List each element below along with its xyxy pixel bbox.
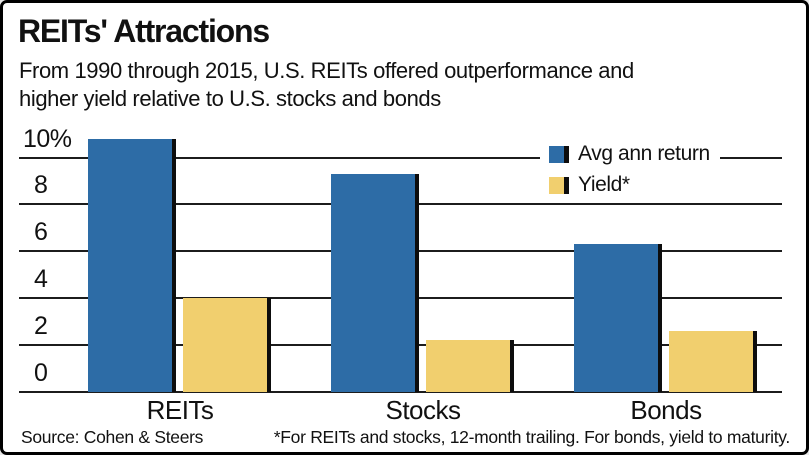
footnote: *For REITs and stocks, 12-month trailing… [273, 427, 791, 447]
bar-bonds-yield [669, 331, 757, 392]
legend-item-yield: Yield* [540, 170, 640, 200]
chart-subtitle-line-1: From 1990 through 2015, U.S. REITs offer… [19, 58, 634, 83]
y-tick-label-0: 0 [34, 359, 48, 387]
chart-subtitle-line-2: higher yield relative to U.S. stocks and… [19, 86, 441, 111]
category-label-bonds: Bonds [630, 395, 702, 425]
bar-stocks-yield [426, 340, 514, 392]
y-tick-label-4: 4 [34, 265, 48, 294]
chart-title: REITs' Attractions [18, 13, 270, 49]
legend-swatch-yield-icon [549, 176, 569, 194]
bar-reits-yield [183, 298, 271, 392]
category-label-reits: REITs [146, 395, 214, 425]
plot-area: 0 2 4 6 8 10% [19, 124, 782, 393]
legend-swatch-avg-ann-return-icon [549, 145, 569, 163]
legend-label-avg-ann-return: Avg ann return [578, 142, 710, 165]
source-attribution: Source: Cohen & Steers [21, 427, 204, 447]
category-label-stocks: Stocks [385, 395, 461, 425]
y-tick-label-6: 6 [34, 218, 48, 247]
bar-reits-avg-ann-return [88, 139, 176, 392]
chart-legend: Avg ann return Yield* [540, 139, 720, 201]
y-tick-label-2: 2 [34, 312, 48, 341]
y-tick-label-10: 10% [23, 124, 72, 153]
chart-subtitle: From 1990 through 2015, U.S. REITs offer… [19, 57, 634, 113]
bar-bonds-avg-ann-return [574, 244, 662, 392]
gridline-10 [19, 156, 782, 159]
bar-stocks-avg-ann-return [331, 174, 419, 392]
y-tick-label-8: 8 [34, 171, 48, 200]
legend-label-yield: Yield* [578, 173, 630, 196]
gridline-0 [19, 391, 782, 393]
legend-item-avg-ann-return: Avg ann return [540, 139, 720, 169]
